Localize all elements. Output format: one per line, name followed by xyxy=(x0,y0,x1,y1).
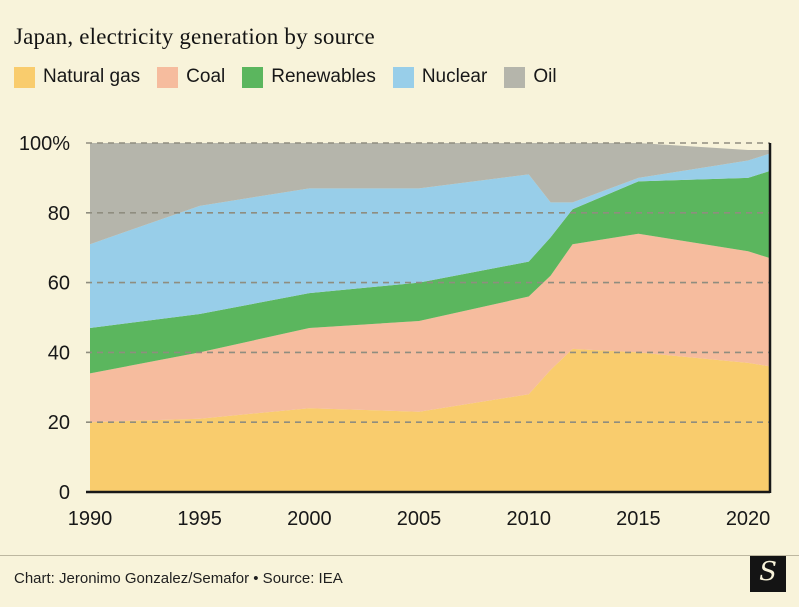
x-tick-label-2015: 2015 xyxy=(616,508,661,530)
legend: Natural gas Coal Renewables Nuclear Oil xyxy=(14,66,557,88)
legend-label-oil: Oil xyxy=(533,66,557,87)
legend-label-nuclear: Nuclear xyxy=(421,66,488,87)
area-nuclear xyxy=(90,153,770,328)
footer-divider xyxy=(0,555,799,556)
x-tick-label-2020: 2020 xyxy=(726,508,771,530)
legend-swatch-coal xyxy=(157,66,179,88)
y-tick-label-20: 20 xyxy=(48,412,70,434)
x-tick-label-2005: 2005 xyxy=(397,508,442,530)
area-oil xyxy=(90,143,770,245)
legend-item-coal: Coal xyxy=(157,66,225,88)
legend-swatch-nuclear xyxy=(392,66,414,88)
area-coal xyxy=(90,233,770,423)
y-tick-label-40: 40 xyxy=(48,342,70,364)
legend-swatch-oil xyxy=(504,66,526,88)
x-tick-label-2010: 2010 xyxy=(506,508,551,530)
area-natural-gas xyxy=(90,348,770,492)
legend-label-renewables: Renewables xyxy=(271,66,376,87)
y-tick-label-0: 0 xyxy=(59,482,70,504)
y-tick-label-100: 100% xyxy=(19,133,70,155)
legend-item-natural-gas: Natural gas xyxy=(14,66,140,88)
y-tick-label-80: 80 xyxy=(48,203,70,225)
legend-label-natural-gas: Natural gas xyxy=(43,66,141,87)
y-tick-label-60: 60 xyxy=(48,273,70,295)
legend-label-coal: Coal xyxy=(186,66,226,87)
x-tick-label-2000: 2000 xyxy=(287,508,332,530)
semafor-logo: S xyxy=(750,556,786,592)
chart-title: Japan, electricity generation by source xyxy=(14,24,375,49)
area-renewables xyxy=(90,170,770,374)
legend-swatch-renewables xyxy=(242,66,264,88)
chart-credit: Chart: Jeronimo Gonzalez/Semafor • Sourc… xyxy=(14,570,343,587)
legend-swatch-natural-gas xyxy=(14,66,35,88)
x-tick-label-1995: 1995 xyxy=(177,508,222,530)
legend-item-nuclear: Nuclear xyxy=(392,66,488,88)
semafor-logo-glyph: S xyxy=(759,557,777,587)
legend-item-renewables: Renewables xyxy=(242,66,376,88)
legend-item-oil: Oil xyxy=(504,66,557,88)
x-tick-label-1990: 1990 xyxy=(68,508,113,530)
